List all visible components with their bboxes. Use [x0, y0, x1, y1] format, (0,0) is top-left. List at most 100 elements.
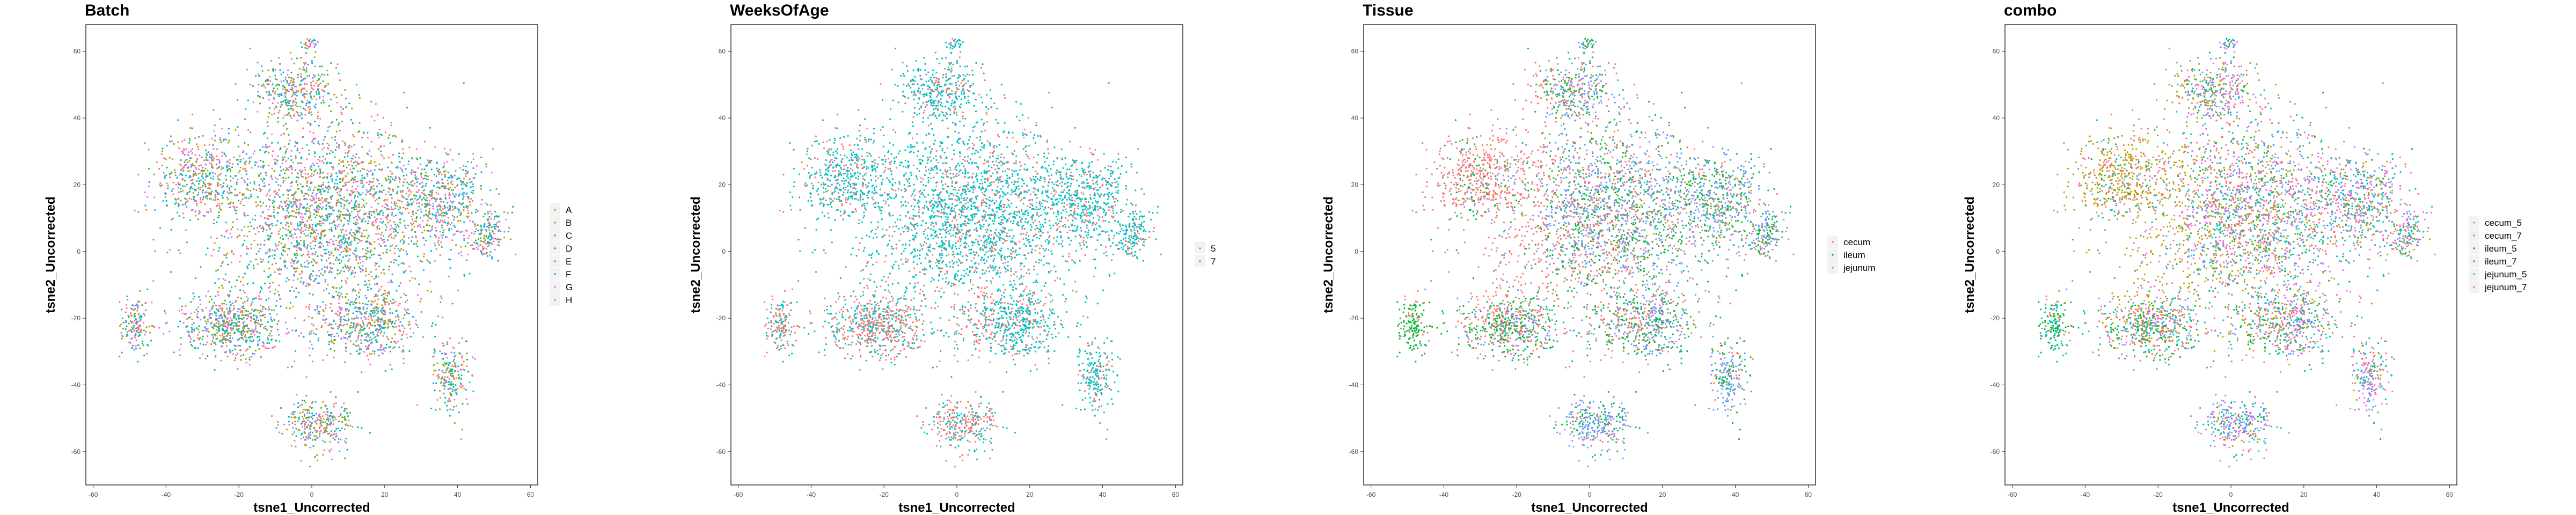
- point: [221, 235, 223, 237]
- point: [365, 213, 367, 215]
- point: [385, 347, 387, 349]
- point: [435, 218, 437, 219]
- point: [335, 287, 337, 289]
- point: [352, 192, 353, 194]
- point: [317, 159, 319, 160]
- point: [363, 177, 365, 179]
- point: [318, 215, 320, 217]
- point: [257, 227, 258, 229]
- point: [137, 211, 139, 213]
- point: [378, 299, 379, 300]
- point: [278, 269, 280, 271]
- point: [480, 157, 482, 158]
- point: [309, 412, 310, 414]
- point: [365, 256, 367, 258]
- point: [280, 258, 281, 259]
- point: [240, 355, 241, 357]
- point: [384, 327, 386, 328]
- point: [255, 315, 257, 317]
- point: [324, 200, 326, 202]
- point: [403, 175, 405, 176]
- point: [346, 420, 347, 421]
- point: [321, 73, 323, 75]
- point: [314, 254, 316, 255]
- point: [274, 310, 275, 311]
- point: [235, 285, 236, 287]
- point: [265, 328, 267, 329]
- point: [328, 216, 330, 217]
- point: [270, 232, 272, 234]
- point: [333, 320, 334, 321]
- point: [260, 166, 261, 168]
- point: [292, 195, 294, 196]
- point: [186, 192, 188, 194]
- point: [323, 428, 325, 429]
- point: [361, 175, 363, 176]
- point: [503, 211, 505, 213]
- point: [376, 209, 377, 210]
- point: [218, 308, 220, 310]
- point: [403, 293, 405, 295]
- point: [314, 231, 316, 233]
- point: [355, 202, 356, 204]
- point: [471, 212, 472, 214]
- point: [211, 163, 213, 165]
- point: [397, 341, 399, 342]
- point: [253, 311, 254, 312]
- point: [279, 174, 281, 176]
- point: [431, 168, 433, 170]
- point: [347, 339, 348, 340]
- point: [207, 319, 209, 321]
- point: [338, 122, 340, 124]
- point: [187, 167, 189, 168]
- point: [248, 337, 250, 339]
- point: [218, 318, 220, 319]
- point: [274, 108, 275, 110]
- point: [260, 227, 262, 229]
- point: [233, 305, 235, 306]
- point: [415, 237, 417, 238]
- point: [376, 313, 378, 314]
- point: [480, 203, 482, 205]
- point: [340, 330, 342, 332]
- point: [250, 225, 252, 227]
- point: [304, 415, 305, 417]
- point: [390, 124, 392, 126]
- point: [185, 305, 186, 307]
- point: [448, 153, 450, 155]
- point: [275, 78, 276, 80]
- point: [344, 410, 346, 411]
- point: [217, 175, 218, 177]
- point: [319, 65, 321, 67]
- point: [305, 439, 307, 440]
- point: [417, 198, 419, 200]
- point: [209, 172, 211, 174]
- point: [243, 290, 244, 291]
- point: [465, 166, 467, 167]
- point: [396, 260, 397, 261]
- point: [285, 261, 287, 262]
- point: [305, 376, 307, 378]
- point: [348, 150, 350, 152]
- point: [337, 226, 339, 227]
- point: [304, 421, 305, 422]
- point: [346, 412, 348, 414]
- point: [311, 317, 313, 319]
- point: [240, 167, 241, 168]
- point: [444, 376, 446, 378]
- point: [423, 256, 425, 258]
- point: [207, 355, 208, 357]
- point: [341, 94, 342, 95]
- point: [293, 115, 295, 117]
- point: [362, 248, 364, 249]
- point: [203, 317, 205, 319]
- point: [310, 108, 311, 109]
- point: [218, 247, 220, 249]
- point: [387, 292, 389, 293]
- point: [286, 148, 288, 150]
- point: [252, 85, 254, 87]
- point: [397, 232, 399, 233]
- point: [358, 347, 360, 348]
- point: [244, 331, 245, 333]
- point: [311, 62, 313, 64]
